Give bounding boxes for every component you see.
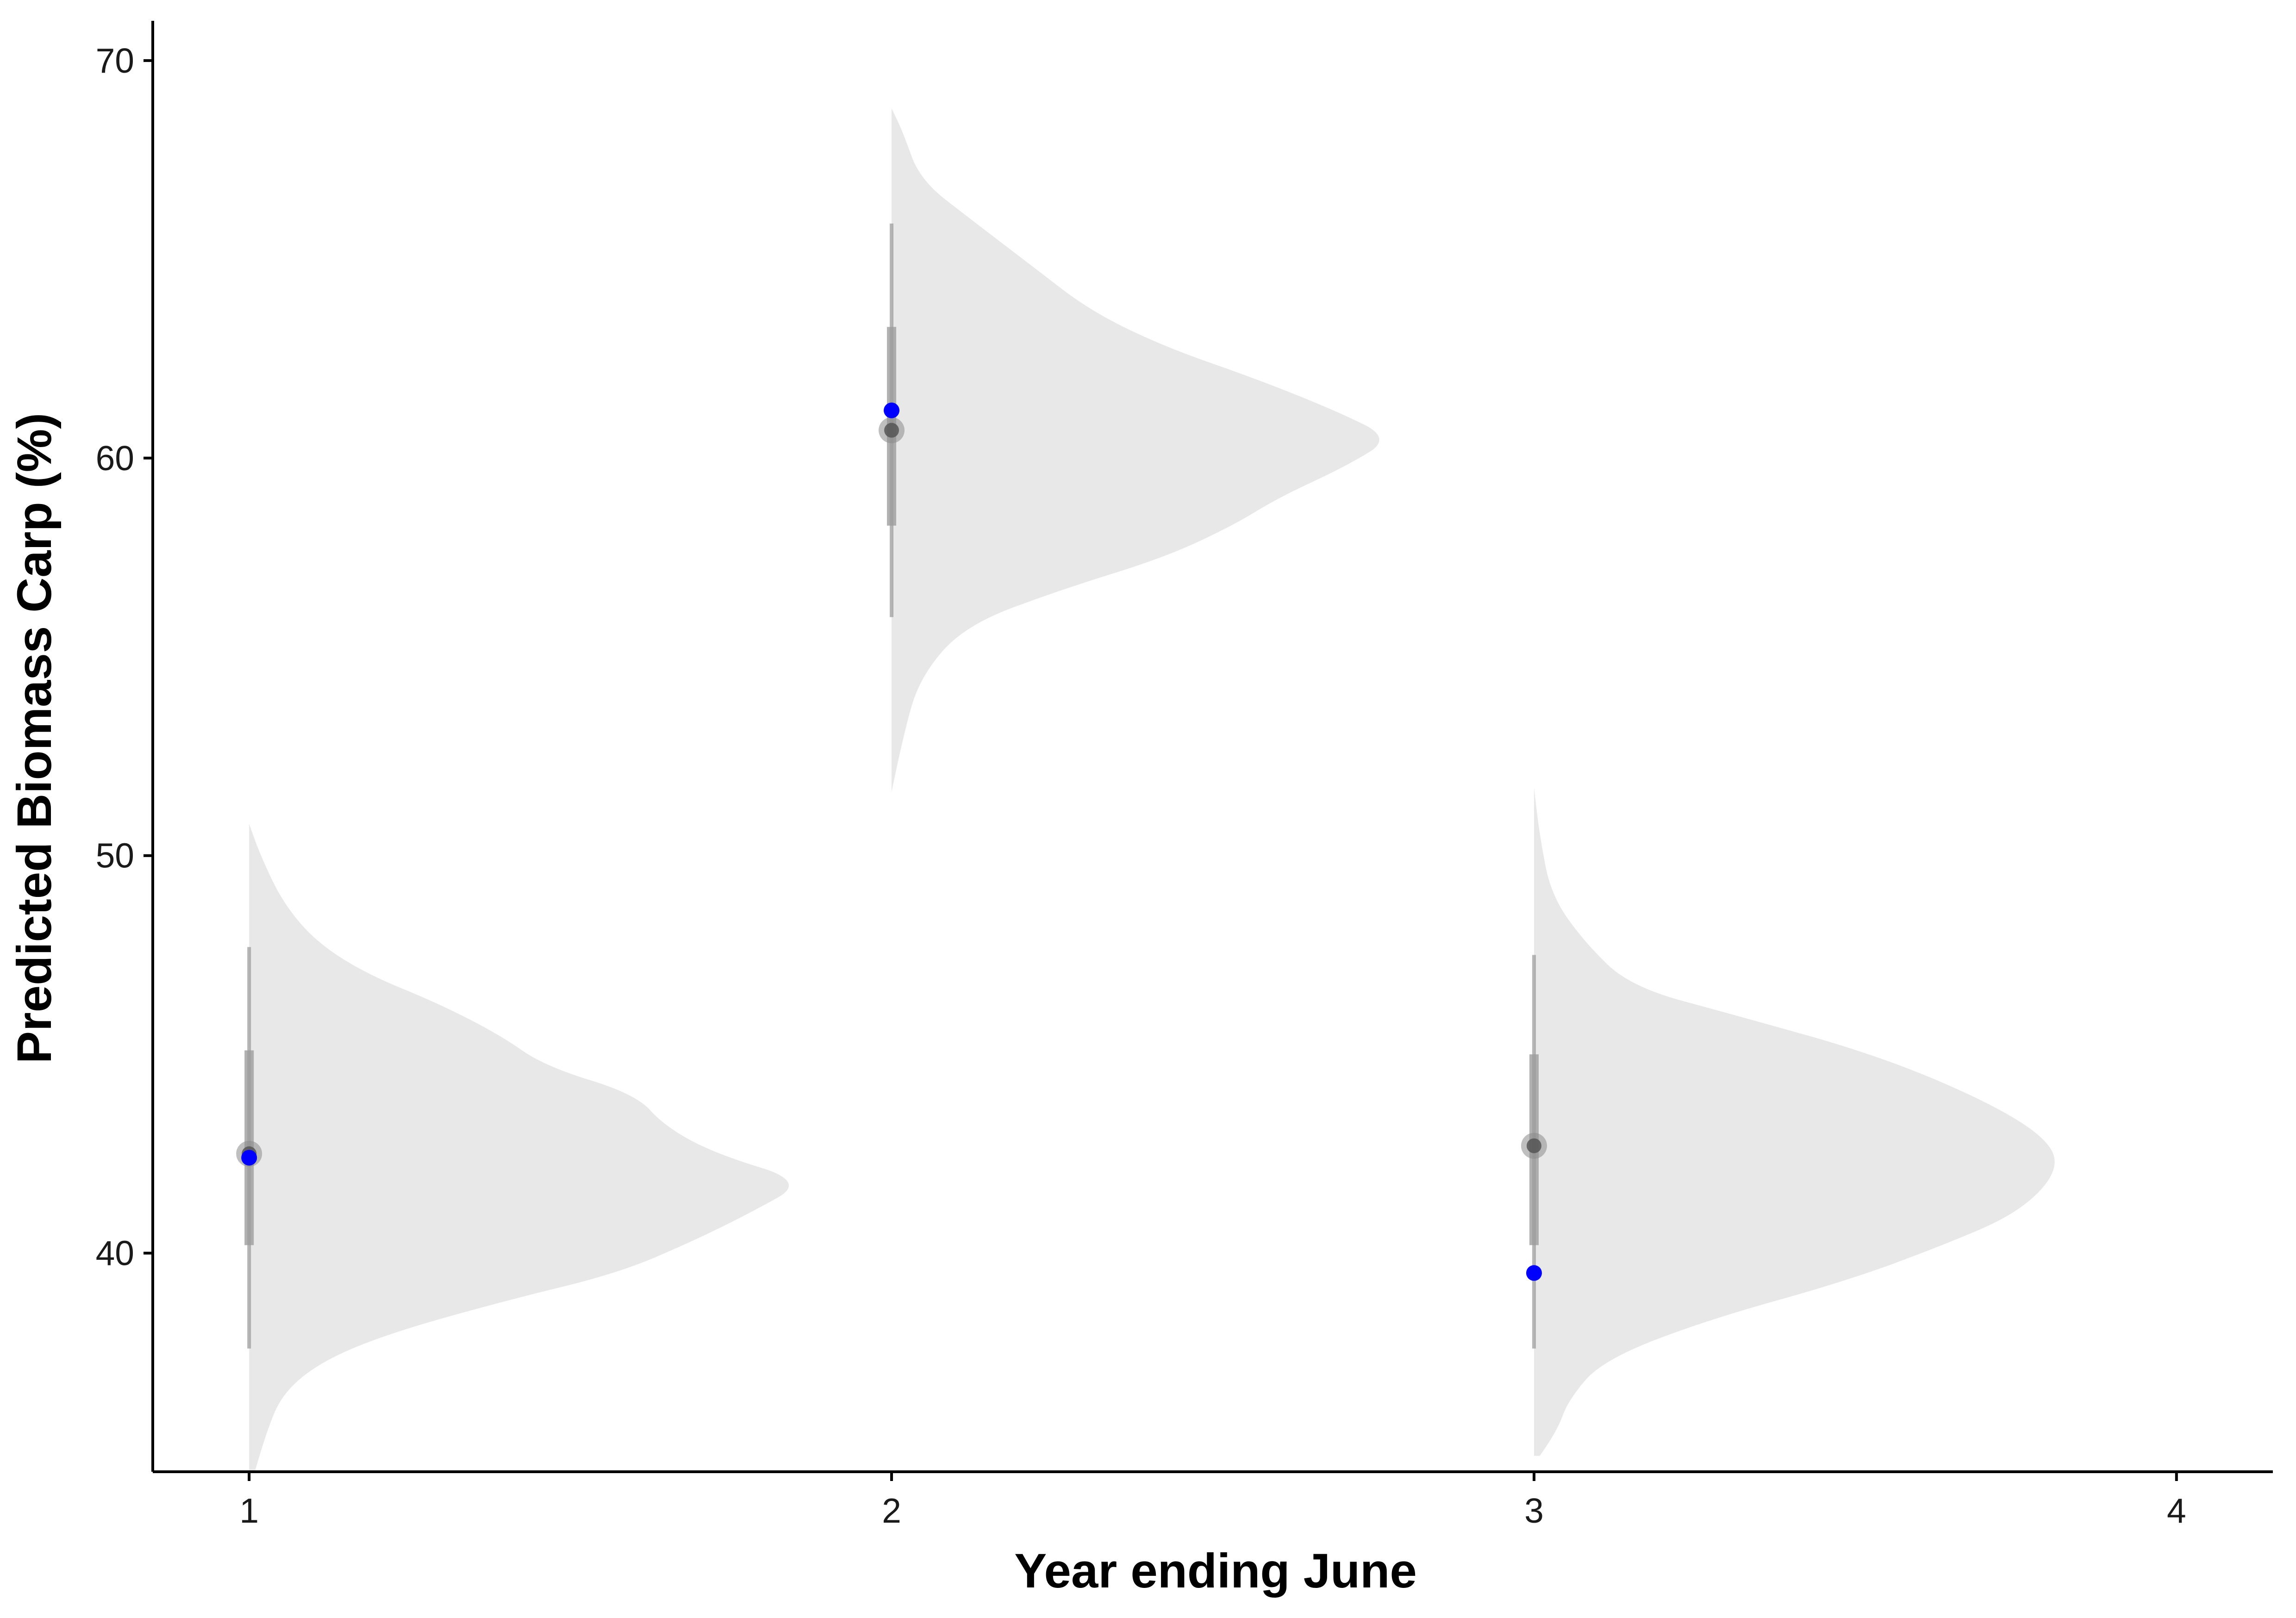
x-tick-label: 3 [1524,1491,1544,1530]
violin-shape [249,823,789,1472]
x-tick-label: 1 [239,1491,259,1530]
points-layer [236,402,1547,1281]
axes-layer [151,21,2273,1473]
violin-shape [1534,788,2055,1456]
y-axis-title: Predicted Biomass Carp (%) [7,413,62,1064]
violin-shape [892,108,1379,792]
y-tick-label: 40 [96,1234,134,1273]
median-point [884,423,899,438]
violins-layer [249,108,2055,1472]
x-tick-label: 4 [2167,1491,2186,1530]
x-tick-label: 2 [882,1491,901,1530]
y-tick-label: 50 [96,836,134,875]
median-point [1526,1138,1541,1153]
y-tick-label: 60 [96,439,134,478]
ticks-layer: 40 50 60 70 1 2 3 4 [96,41,2186,1530]
y-tick-label: 70 [96,41,134,80]
x-axis-title: Year ending June [1014,1544,1416,1598]
observed-point [884,402,900,418]
observed-point [241,1150,257,1166]
observed-point [1526,1265,1542,1281]
